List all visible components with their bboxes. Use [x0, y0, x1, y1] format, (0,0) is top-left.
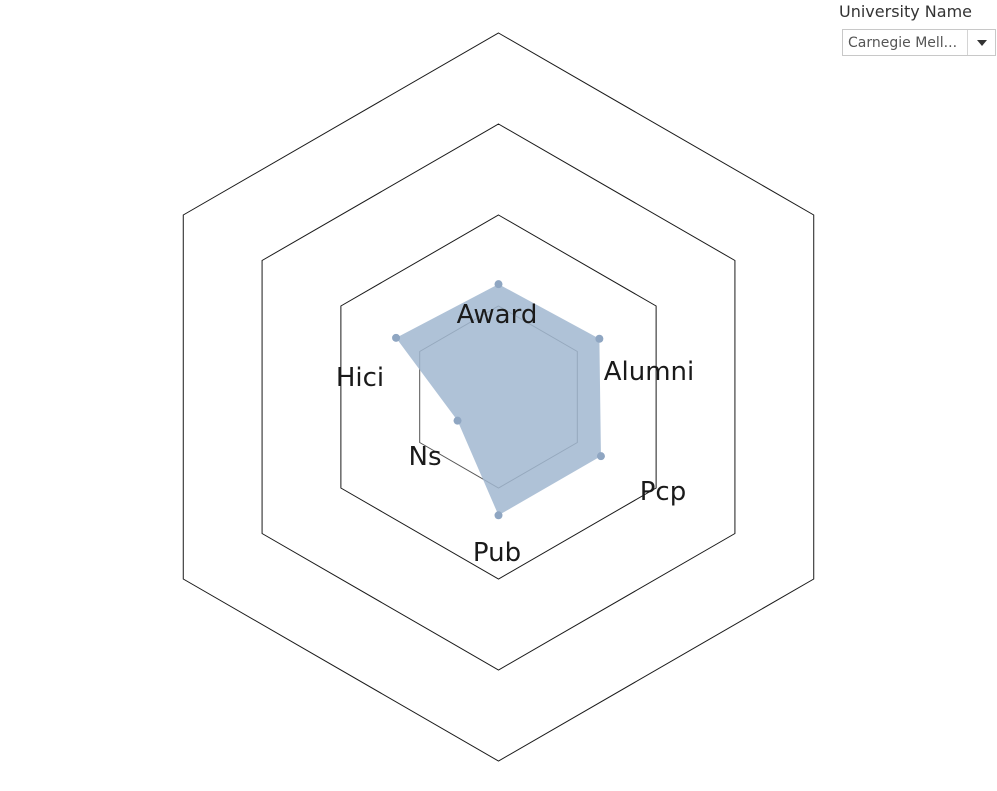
axis-label-pcp: Pcp	[640, 477, 686, 507]
data-point-pub[interactable]	[494, 511, 503, 520]
axis-label-pub: Pub	[473, 538, 521, 568]
dropdown-selected-value[interactable]: Carnegie Mell...	[848, 34, 958, 51]
grid-ring-4	[182, 32, 815, 762]
axis-labels: Award Alumni Pcp Pub Ns Hici	[336, 300, 694, 568]
data-point-pcp[interactable]	[596, 452, 605, 461]
series-area[interactable]	[396, 284, 601, 516]
data-point-alumni[interactable]	[595, 334, 604, 343]
filter-title: University Name	[839, 2, 972, 21]
axis-label-ns: Ns	[409, 442, 442, 472]
data-point-hici[interactable]	[392, 333, 401, 342]
grid-ring-2	[340, 214, 657, 580]
data-point-award[interactable]	[494, 280, 503, 289]
caret-down-icon	[976, 39, 987, 46]
axis-label-alumni: Alumni	[604, 357, 695, 387]
data-point-ns[interactable]	[453, 416, 462, 425]
axis-label-hici: Hici	[336, 363, 384, 393]
data-points	[392, 280, 605, 520]
dropdown-toggle-button[interactable]	[967, 30, 995, 55]
grid-ring-3	[261, 123, 736, 671]
university-name-dropdown[interactable]: Carnegie Mell...	[842, 29, 996, 56]
axis-label-award: Award	[457, 300, 538, 330]
